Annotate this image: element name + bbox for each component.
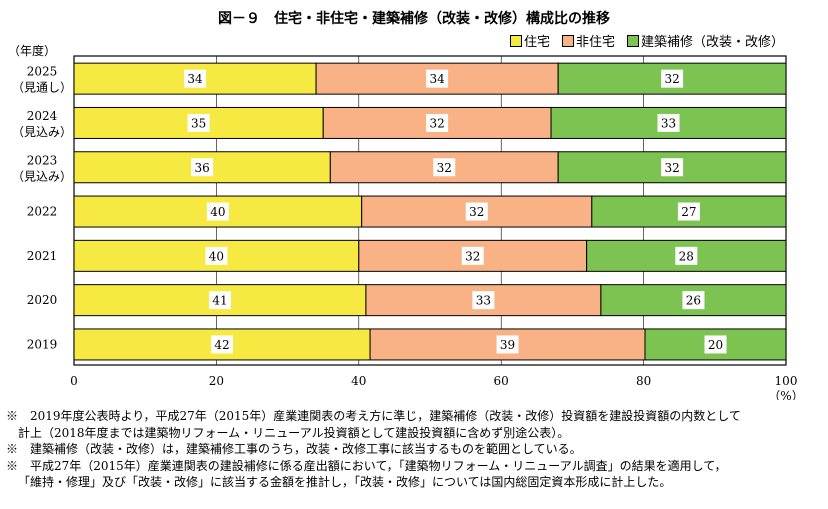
footnotes: ※ 2019年度公表時より，平成27年（2015年）産業連関表の考え方に準じ，建… [6, 408, 741, 491]
data-label: 40 [210, 205, 225, 219]
legend-item-repair: 建築補修（改装・改修） [626, 31, 784, 50]
category-sublabel: （見通し） [12, 81, 72, 95]
legend-item-nonhousing: 非住宅 [561, 31, 615, 50]
data-label: 34 [187, 72, 203, 86]
data-label: 32 [664, 72, 679, 86]
footnote-line: 計上（2018年度までは建築物リフォーム・リニューアル投資額として建設投資額に含… [18, 425, 570, 440]
legend-label: 非住宅 [575, 35, 615, 50]
data-label-bg [496, 335, 519, 354]
data-label-bg [433, 158, 456, 177]
data-label: 20 [708, 338, 723, 352]
data-label-bg [465, 202, 488, 221]
data-label-bg [187, 113, 210, 132]
category-label: 2025 [27, 65, 58, 79]
x-tick-label: 20 [209, 374, 224, 388]
data-label-bg [682, 291, 705, 310]
data-label: 32 [664, 161, 679, 175]
data-label: 33 [661, 116, 676, 130]
data-label: 32 [429, 116, 444, 130]
data-label: 35 [191, 116, 206, 130]
data-label-bg [184, 69, 207, 88]
data-label: 32 [437, 161, 452, 175]
data-label-bg [472, 291, 495, 310]
data-label-bg [191, 158, 214, 177]
bar-segment [73, 106, 324, 139]
data-label: 42 [214, 338, 229, 352]
data-label-bg [206, 202, 229, 221]
data-label-bg [677, 202, 700, 221]
category-label: 2019 [27, 337, 58, 351]
data-label: 28 [679, 249, 694, 263]
legend-swatch [561, 34, 574, 47]
data-label: 41 [212, 294, 227, 308]
legend: 住宅 非住宅 建築補修（改装・改修） [509, 31, 784, 50]
footnote-line: 「維持・修理」及び「改装・改修」に該当する金額を推計し，「改装・改修」については… [18, 475, 672, 489]
x-tick-label: 0 [70, 374, 78, 388]
data-label-bg [426, 69, 449, 88]
footnote-line: ※ 建築補修（改装・改修）は，建築補修工事のうち，改装・改修工事に該当するものを… [6, 442, 582, 456]
data-label-bg [461, 246, 484, 265]
y-axis-label: （年度） [8, 44, 57, 58]
data-label-bg [657, 113, 680, 132]
category-sublabel: （見込み） [12, 169, 72, 183]
data-label: 36 [195, 161, 210, 175]
data-label-bg [426, 113, 449, 132]
x-axis-label: （%） [768, 389, 803, 400]
footnote-line: ※ 平成27年（2015年）産業連関表の建設補修に係る産出額において，「建築物リ… [6, 458, 727, 473]
data-label-bg [661, 158, 684, 177]
category-label: 2020 [27, 293, 58, 307]
x-tick-label: 40 [351, 374, 366, 388]
category-label: 2022 [27, 205, 58, 219]
category-sublabel: （見込み） [12, 125, 72, 139]
data-label-bg [208, 291, 231, 310]
legend-label: 住宅 [523, 35, 550, 50]
category-label: 2021 [27, 249, 58, 263]
x-tick-label: 80 [636, 374, 651, 388]
data-label-bg [205, 246, 228, 265]
data-label: 27 [681, 205, 696, 219]
data-label-bg [704, 335, 727, 354]
data-label: 26 [686, 294, 701, 308]
chart-title: 図－９ 住宅・非住宅・建築補修（改装・改修）構成比の推移 [218, 11, 610, 27]
data-label: 34 [429, 72, 445, 86]
data-label: 32 [469, 205, 484, 219]
data-label-bg [675, 246, 698, 265]
plot-area: 0 20 40 60 80 100（%） 2025 （見通し） 34 34 32 2024 （見込み） 3… [12, 55, 804, 400]
footnote-line: ※ 2019年度公表時より，平成27年（2015年）産業連関表の考え方に準じ，建… [6, 409, 741, 423]
x-tick-label: 60 [494, 374, 509, 388]
legend-item-housing: 住宅 [509, 31, 550, 50]
data-label: 40 [209, 249, 224, 263]
data-label-bg [661, 69, 684, 88]
legend-label: 建築補修（改装・改修） [640, 35, 784, 50]
data-label-bg [211, 335, 234, 354]
data-label: 33 [476, 294, 491, 308]
data-label: 32 [465, 249, 480, 263]
legend-swatch [626, 34, 639, 47]
category-label: 2023 [27, 153, 58, 167]
data-label: 39 [500, 338, 515, 352]
category-label: 2024 [27, 109, 58, 123]
legend-swatch [509, 34, 522, 47]
bar-segment [557, 151, 787, 184]
x-tick-label: 100 [775, 374, 798, 388]
